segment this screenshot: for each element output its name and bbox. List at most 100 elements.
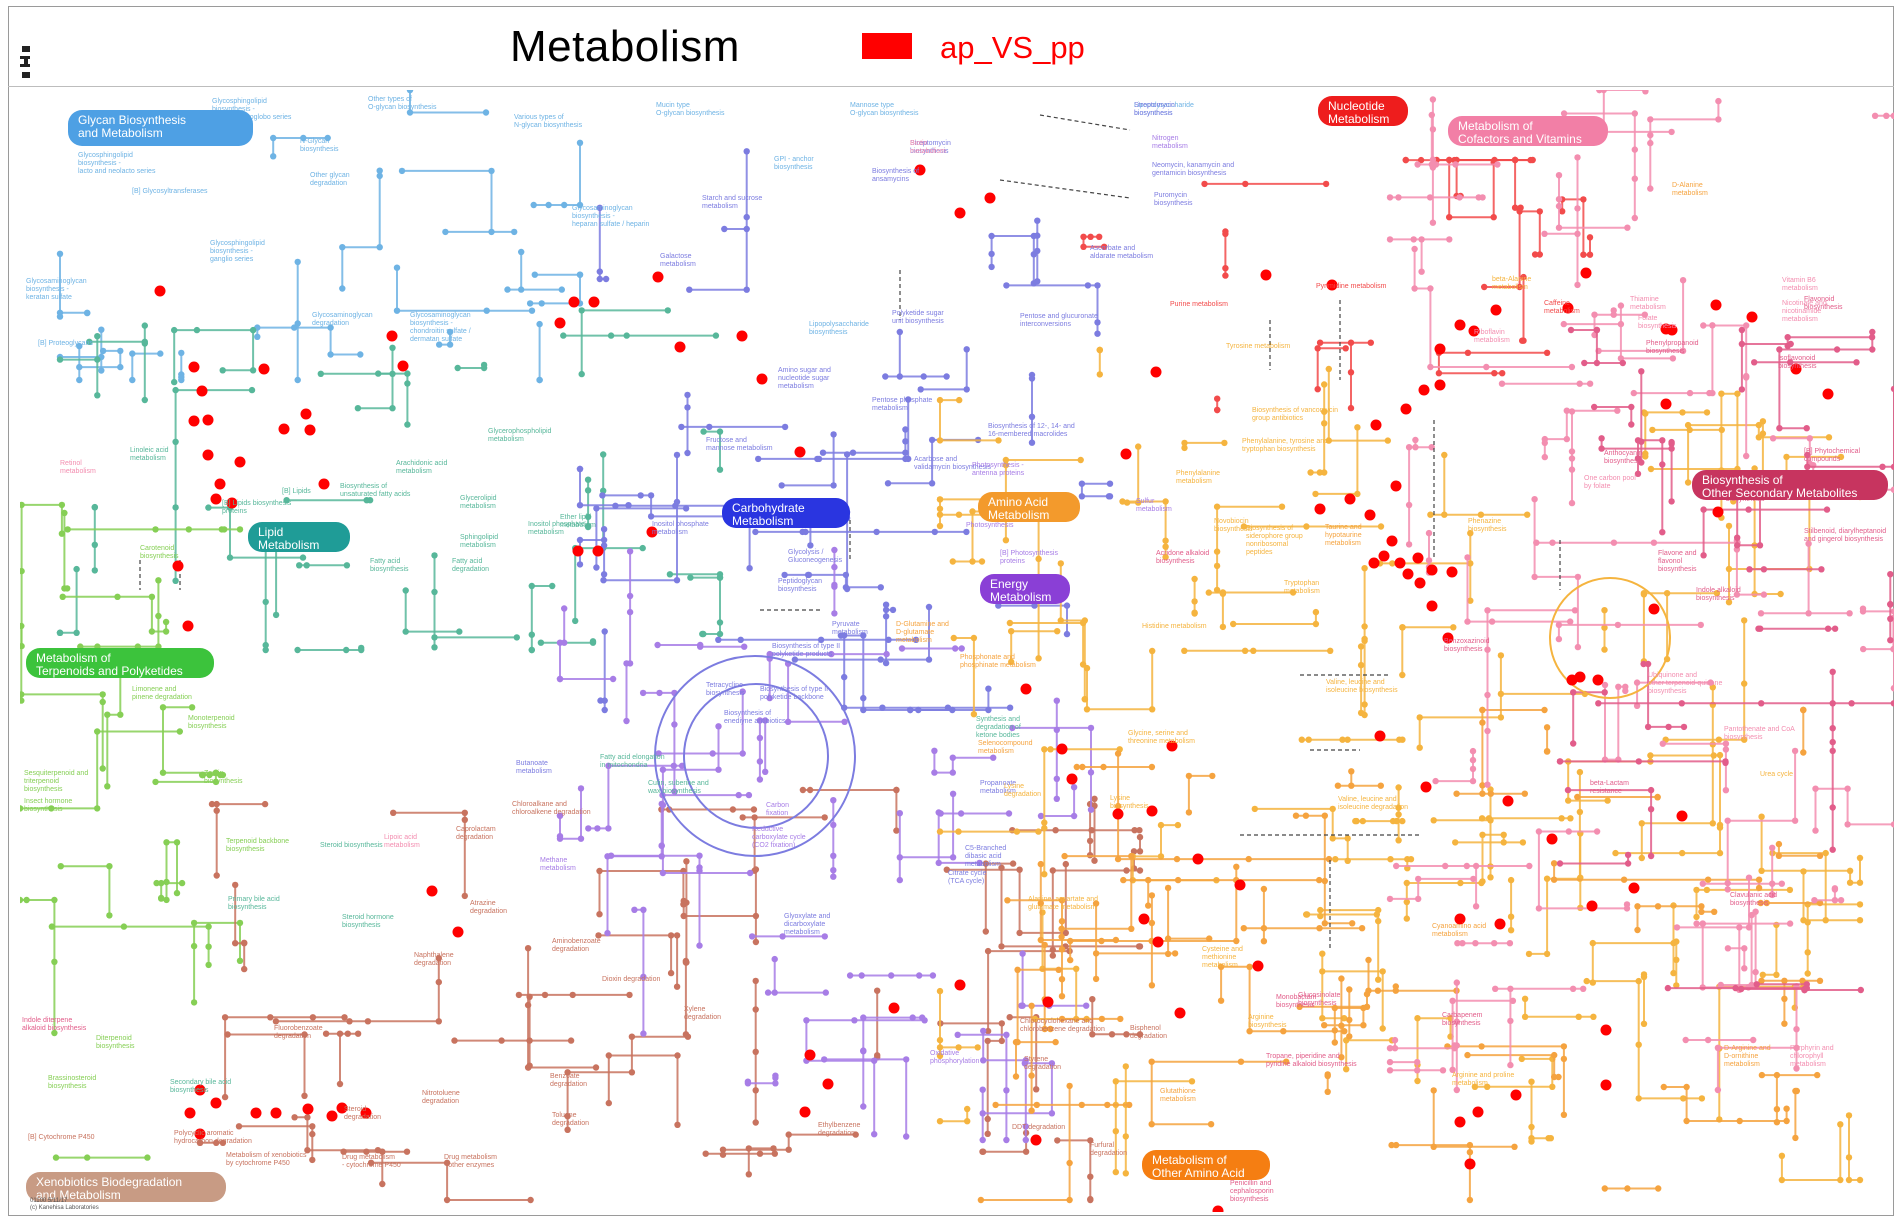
pathway-label[interactable]: N-Glycan biosynthesis (300, 138, 339, 153)
pathway-label[interactable]: Tetracycline biosynthesis (706, 682, 745, 697)
pathway-label[interactable]: C5-Branched dibasic acid metabolism (965, 845, 1007, 868)
pathway-label[interactable]: Phenylpropanoid biosynthesis (1646, 340, 1699, 355)
pathway-label[interactable]: Chlorocyclohexane and chlorobenzene degr… (1020, 1018, 1105, 1033)
pathway-label[interactable]: D-Glutamine and D-glutamate metabolism (896, 621, 949, 644)
pathway-label[interactable]: Fatty acid biosynthesis (370, 558, 409, 573)
pathway-label[interactable]: Other glycan degradation (310, 172, 350, 187)
pathway-label[interactable]: Terpenoid backbone biosynthesis (226, 838, 290, 853)
pathway-label[interactable]: Bisphenol degradation (1130, 1025, 1167, 1040)
category-badge-lipid[interactable]: Lipid Metabolism (248, 522, 350, 552)
pathway-label[interactable]: Penicillin and cephalosporin biosynthesi… (1230, 1180, 1274, 1203)
pathway-label[interactable]: Pentose and glucuronate interconversions (1020, 313, 1098, 328)
pathway-label[interactable]: Acarbose and validamycin biosynthesis (914, 456, 992, 471)
pathway-label[interactable]: Valine, leucine and isoleucine degradati… (1338, 796, 1409, 811)
pathway-label[interactable]: Selenocompound metabolism (978, 740, 1033, 755)
pathway-label[interactable]: Mucin type O-glycan biosynthesis (656, 102, 725, 117)
pathway-label[interactable]: Fluorobenzoate degradation (274, 1025, 323, 1040)
pathway-label[interactable]: Purine metabolism (1170, 301, 1228, 308)
pathway-label[interactable]: [B] Phytochemical compounds (1804, 448, 1861, 463)
pathway-label[interactable]: Glycosaminoglycan degradation (312, 312, 373, 327)
pathway-label[interactable]: Glyoxylate and dicarboxylate metabolism (784, 913, 831, 936)
pathway-label[interactable]: Urea cycle (1760, 771, 1794, 778)
pathway-label[interactable]: Carbapenem biosynthesis (1442, 1012, 1483, 1027)
pathway-label[interactable]: [B] Photosynthesis proteins (1000, 550, 1058, 565)
pathway-label[interactable]: Photosynthesis - antenna proteins (972, 462, 1025, 477)
pathway-label[interactable]: Biosynthesis of type II polyketide backb… (760, 686, 829, 701)
category-badge-cofactor[interactable]: Metabolism of Cofactors and Vitamins (1448, 116, 1608, 146)
pathway-label[interactable]: Naphthalene degradation (414, 952, 454, 967)
pathway-label[interactable]: Atrazine degradation (470, 900, 507, 915)
pathway-label[interactable]: Chloroalkane and chloroalkene degradatio… (512, 801, 591, 816)
pathway-label[interactable]: D-Alanine metabolism (1672, 182, 1708, 197)
pathway-label[interactable]: Phenylalanine, tyrosine and tryptophan b… (1242, 438, 1329, 453)
pathway-label[interactable]: [B] Lipids (282, 488, 311, 495)
pathway-label[interactable]: Biosynthesis of 12-, 14- and 16-membered… (988, 423, 1075, 438)
pathway-label[interactable]: Arginine biosynthesis (1248, 1014, 1287, 1029)
pathway-label[interactable]: Fructose and mannose metabolism (706, 437, 773, 452)
pathway-label[interactable]: [B] Cytochrome P450 (28, 1134, 95, 1141)
pathway-label[interactable]: Carotenoid biosynthesis (140, 545, 179, 560)
pathway-label[interactable]: Steroid biosynthesis (320, 842, 383, 849)
pathway-label[interactable]: Indole alkaloid biosynthesis (1696, 587, 1741, 602)
pathway-label[interactable]: Biosynthesis of enediyne antibiotics (724, 710, 786, 725)
pathway-label[interactable]: Polycyclic aromatic hydrocarbon degradat… (174, 1130, 252, 1145)
pathway-label[interactable]: Taurine and hypotaurine metabolism (1325, 524, 1362, 547)
pathway-label[interactable]: Benzoxazinoid biosynthesis (1444, 638, 1490, 653)
pathway-label[interactable]: Tropane, piperidine and pyridine alkaloi… (1266, 1053, 1357, 1068)
category-badge-carbohydrate[interactable]: Carbohydrate Metabolism (722, 498, 850, 528)
pathway-label[interactable]: Tryptophan metabolism (1284, 580, 1320, 595)
pathway-label[interactable]: Biosynthesis of type II polyketide produ… (772, 643, 841, 658)
pathway-label[interactable]: Furfural degradation (1090, 1142, 1127, 1157)
category-badge-glycan[interactable]: Glycan Biosynthesis and Metabolism (68, 110, 253, 146)
pathway-label[interactable]: Ubiquinone and other terpenoid-quinone b… (1648, 672, 1723, 695)
pathway-label[interactable]: Phenazine biosynthesis (1468, 518, 1507, 533)
pathway-label[interactable]: Biotin metabolism (910, 140, 946, 155)
pathway-label[interactable]: Cyanoamino acid metabolism (1432, 923, 1487, 938)
pathway-label[interactable]: Glycerophospholipid metabolism (488, 428, 552, 443)
pathway-label[interactable]: Nitrogen metabolism (1152, 135, 1188, 150)
pathway-label[interactable]: Benzoate degradation (550, 1073, 587, 1088)
pathway-label[interactable]: Secondary bile acid biosynthesis (170, 1079, 232, 1094)
category-badge-other-amino[interactable]: Metabolism of Other Amino Acid (1142, 1150, 1270, 1180)
pathway-label[interactable]: D-Arginine and D-ornithine metabolism (1724, 1045, 1771, 1068)
pathway-label[interactable]: Synthesis and degradation of ketone bodi… (976, 716, 1021, 739)
pathway-label[interactable]: Biosynthesis of unsaturated fatty acids (340, 483, 411, 498)
pathway-label[interactable]: Mannose type O-glycan biosynthesis (850, 102, 919, 117)
pathway-label[interactable]: Drug metabolism - cytochrome P450 (342, 1154, 401, 1169)
pathway-label[interactable]: Caffeine metabolism (1544, 300, 1580, 315)
pathway-label[interactable]: Ether lipid metabolism (560, 514, 596, 529)
pathway-label[interactable]: Glutathione metabolism (1160, 1088, 1196, 1103)
pathway-label[interactable]: Styrene degradation (1024, 1056, 1061, 1071)
pathway-label[interactable]: Lipopolysaccharide biosynthesis (1134, 102, 1194, 117)
pathway-label[interactable]: Starch and sucrose metabolism (702, 195, 763, 210)
pathway-label[interactable]: Biosynthesis of siderophore group nonrib… (1246, 525, 1303, 556)
category-badge-secondary[interactable]: Biosynthesis of Other Secondary Metaboli… (1692, 470, 1888, 500)
pathway-label[interactable]: Glycosaminoglycan biosynthesis - keratan… (26, 278, 87, 301)
pathway-label[interactable]: Primary bile acid biosynthesis (228, 896, 280, 911)
pathway-label[interactable]: Phenylalanine metabolism (1176, 470, 1220, 485)
pathway-label[interactable]: Pyruvate metabolism (832, 621, 868, 636)
pathway-label[interactable]: Sphingolipid metabolism (460, 534, 499, 549)
pathway-label[interactable]: Cysteine and methionine metabolism (1202, 946, 1243, 969)
pathway-label[interactable]: Steroid degradation (344, 1106, 381, 1121)
pathway-label[interactable]: Flavone and flavonol biosynthesis (1658, 550, 1697, 573)
pathway-label[interactable]: Inositol phosphate metabolism (528, 521, 585, 536)
pathway-label[interactable]: Linoleic acid metabolism (130, 447, 169, 462)
pathway-label[interactable]: Metabolism of xenobiotics by cytochrome … (226, 1152, 307, 1167)
pathway-label[interactable]: Glycosphingolipid biosynthesis - ganglio… (210, 240, 265, 263)
pathway-label[interactable]: Glycosaminoglycan biosynthesis - heparan… (572, 205, 650, 228)
pathway-label[interactable]: Dioxin degradation (602, 976, 661, 983)
pathway-label[interactable]: Aminobenzoate degradation (552, 938, 601, 953)
pathway-label[interactable]: Biosynthesis of ansamycins (872, 168, 920, 183)
pathway-label[interactable]: Monoterpenoid biosynthesis (188, 715, 235, 730)
pathway-label[interactable]: Peptidoglycan biosynthesis (778, 578, 822, 593)
pathway-label[interactable]: Nicotinate and nicotinamide metabolism (1782, 300, 1827, 323)
pathway-label[interactable]: Folate biosynthesis (1638, 315, 1677, 330)
pathway-label[interactable]: Caprolactam degradation (456, 826, 496, 841)
pathway-label[interactable]: Carbon fixation (766, 802, 789, 817)
pathway-label[interactable]: Stilbenoid, diarylheptanoid and gingerol… (1804, 528, 1887, 543)
pathway-label[interactable]: Valine, leucine and isoleucine biosynthe… (1326, 679, 1398, 694)
pathway-label[interactable]: Histidine metabolism (1142, 623, 1207, 630)
pathway-label[interactable]: Lipopolysaccharide biosynthesis (809, 321, 869, 336)
pathway-label[interactable]: beta-Lactam resistance (1590, 780, 1629, 795)
